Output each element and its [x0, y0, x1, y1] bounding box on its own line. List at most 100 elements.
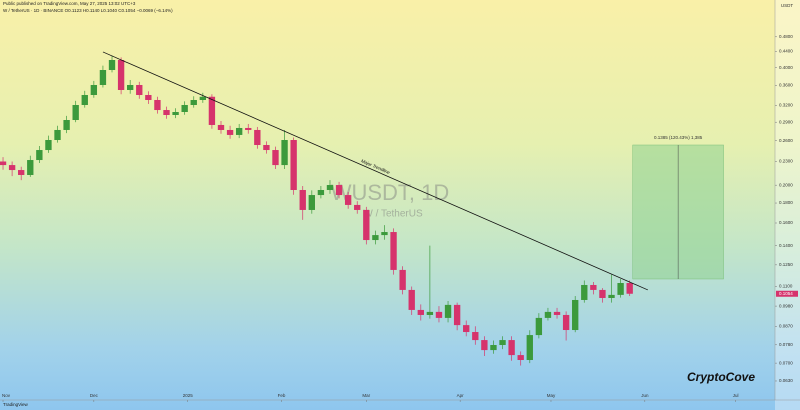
candle-body	[344, 195, 352, 205]
x-tick-label: Feb	[278, 393, 286, 398]
candle-body	[126, 84, 134, 90]
currency-label: USDT	[781, 3, 794, 8]
y-tick-label: 0.4800	[779, 34, 793, 39]
candle-body	[27, 160, 34, 175]
candle-body	[36, 150, 43, 161]
trendline	[102, 51, 649, 291]
x-tick-label: Apr	[457, 393, 465, 398]
candle-body	[608, 294, 615, 298]
candle-body	[254, 129, 261, 146]
candle-body	[299, 189, 306, 210]
candle-body	[472, 332, 479, 341]
candle-body	[172, 111, 179, 115]
x-tick-label: Dec	[90, 393, 99, 398]
symbol-line: W / TetherUS · 1D · BINANCE O0.1123 H0.1…	[3, 8, 173, 13]
target-label: 0.1385 (120.43%) 1,385	[654, 135, 703, 140]
candle-body	[108, 59, 116, 71]
candle-body	[535, 317, 543, 336]
candle-body	[408, 289, 415, 310]
candle-body	[54, 129, 61, 140]
y-tick-label: 0.2900	[779, 119, 793, 124]
candle-body	[599, 289, 606, 298]
candle-body	[363, 209, 370, 241]
candle-body	[154, 99, 161, 111]
candle-body	[526, 335, 533, 361]
candle-body	[163, 110, 170, 115]
candle-body	[499, 340, 506, 346]
candle-body	[90, 84, 98, 95]
last-price-tag	[776, 290, 798, 297]
candle-body	[426, 311, 434, 315]
candle-body	[308, 195, 315, 210]
candle-body	[245, 127, 252, 130]
candle-body	[317, 189, 325, 196]
y-tick-label: 0.4400	[779, 49, 793, 54]
candle-body	[235, 127, 243, 135]
x-tick-label: Jul	[733, 393, 739, 398]
candle-body	[226, 129, 234, 135]
candle-body	[281, 139, 288, 166]
y-tick-label: 0.1800	[779, 200, 793, 205]
candle-body	[444, 304, 452, 318]
y-tick-label: 0.2000	[779, 182, 793, 187]
x-tick-label: May	[547, 393, 556, 398]
candle-body	[453, 304, 461, 326]
candle-body	[217, 124, 225, 130]
y-tick-label: 0.1600	[779, 220, 793, 225]
candle-body	[99, 70, 107, 85]
y-tick-label: 0.1400	[779, 243, 793, 248]
x-tick-label: Nov	[2, 393, 11, 398]
candle-body	[508, 340, 515, 356]
candle-body	[381, 232, 388, 236]
candle-body	[553, 311, 561, 315]
candle-body	[390, 232, 397, 270]
y-tick-label: 0.3600	[779, 83, 793, 88]
candle-body	[272, 150, 279, 166]
y-tick-label: 0.0780	[779, 342, 793, 347]
candle-body	[335, 185, 343, 196]
watermark-name: W / TetherUS	[363, 209, 423, 220]
candle-body	[63, 119, 70, 130]
candle-body	[326, 185, 334, 190]
y-tick-label: 0.3200	[779, 103, 793, 108]
candle-body	[263, 145, 270, 151]
y-tick-label: 0.4000	[779, 65, 793, 70]
y-tick-label: 0.0630	[779, 378, 793, 383]
candle-body	[572, 299, 579, 331]
candle-body	[481, 340, 488, 351]
candle-body	[8, 165, 16, 171]
y-tick-label: 0.0980	[779, 303, 793, 308]
candle-body	[0, 161, 7, 166]
published-note: Public published on TradingView.com, May…	[3, 1, 136, 6]
candle-body	[581, 284, 588, 300]
y-tick-label: 0.0870	[779, 323, 793, 328]
candle-body	[590, 284, 597, 290]
last-price-label: 0.1054	[779, 291, 793, 296]
candle-body	[517, 355, 524, 361]
y-tick-label: 0.1100	[779, 284, 793, 289]
x-tick-label: Jun	[641, 393, 649, 398]
candle-body	[490, 345, 497, 351]
footer-logo: TradingView	[3, 402, 29, 407]
candle-body	[290, 139, 297, 190]
x-tick-label: 2025	[183, 393, 194, 398]
x-tick-label: Mar	[362, 393, 370, 398]
candle-body	[81, 94, 88, 105]
price-axis-panel	[775, 0, 800, 410]
candle-body	[199, 96, 207, 100]
candle-body	[208, 96, 216, 125]
y-tick-label: 0.0700	[779, 360, 793, 365]
candle-body	[544, 311, 552, 318]
candle-body	[181, 104, 188, 112]
candle-body	[190, 99, 197, 105]
candle-body	[617, 283, 624, 295]
candle-body	[626, 283, 633, 294]
candle-body	[72, 104, 79, 120]
brand: CryptoCove	[687, 370, 755, 384]
y-tick-label: 0.2600	[779, 138, 793, 143]
candle-body	[399, 269, 406, 290]
plot-area: 0.4800 0.4400 0.4000 0.3600 0.3200 0.2900 0.26…	[0, 34, 798, 402]
candle-body	[372, 235, 379, 241]
candle-body	[435, 311, 443, 318]
